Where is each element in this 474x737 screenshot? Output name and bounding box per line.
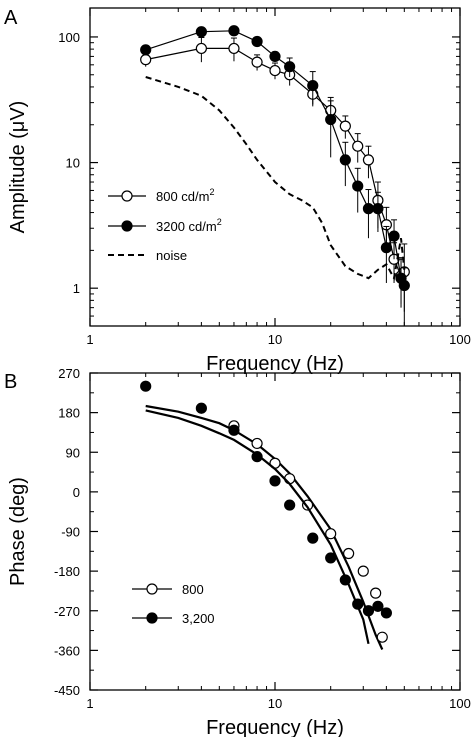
- y-tick-label: 100: [58, 30, 80, 45]
- data-point: [269, 64, 281, 77]
- legend-label-main: 3200 cd/m: [156, 219, 217, 234]
- x-tick-label: 1: [86, 696, 93, 711]
- y-tick-label: -270: [54, 604, 80, 619]
- data-point: [251, 56, 263, 68]
- y-axis-label: Amplitude (μV): [7, 101, 29, 234]
- data-point: [251, 451, 263, 463]
- legend-label: 3,200: [182, 611, 215, 626]
- x-axis: 1 10 100: [86, 8, 471, 347]
- data-point: [228, 42, 240, 55]
- legend-label: 3200 cd/m2: [156, 217, 222, 234]
- data-point: [352, 140, 364, 152]
- x-tick-label: 100: [449, 696, 471, 711]
- data-point: [195, 26, 207, 38]
- y-tick-label: -360: [54, 643, 80, 658]
- legend-label-superscript: 2: [209, 187, 214, 197]
- data-point: [140, 44, 152, 56]
- y-axis: 270 180 90 0 -90 -180 -270 -360 -450: [54, 366, 460, 698]
- data-point: [307, 79, 319, 92]
- legend-label: noise: [156, 248, 187, 263]
- data-point: [269, 475, 281, 487]
- data-point: [339, 574, 351, 586]
- data-point: [284, 61, 296, 73]
- plot-frame: [89, 372, 461, 691]
- x-tick-label: 100: [449, 332, 471, 347]
- data-point: [325, 552, 337, 564]
- y-tick-label: -90: [61, 525, 80, 540]
- data-point: [388, 230, 400, 242]
- y-tick-label: -180: [54, 564, 80, 579]
- panel-letter: B: [4, 371, 17, 393]
- y-tick-label: 180: [58, 406, 80, 421]
- data-point: [140, 380, 152, 392]
- data-point: [357, 565, 369, 577]
- legend-label-superscript: 2: [217, 217, 222, 227]
- data-point: [228, 25, 240, 37]
- series-line: [145, 30, 405, 286]
- y-axis: 1 10 100: [58, 30, 460, 317]
- series-line: [145, 76, 406, 282]
- legend-label-main: 800 cd/m: [156, 189, 209, 204]
- data-point: [376, 631, 388, 643]
- y-tick-label: 0: [73, 485, 80, 500]
- data-point: [372, 600, 384, 612]
- series-3-200: [140, 380, 392, 645]
- legend: 800 3,200: [132, 582, 215, 626]
- legend-label: 800 cd/m2: [156, 187, 215, 204]
- x-axis: 1 10 100: [86, 373, 471, 711]
- y-tick-label: 90: [66, 445, 80, 460]
- data-point: [380, 242, 392, 254]
- data-point: [362, 154, 375, 166]
- data-point: [370, 587, 382, 599]
- legend-marker: [146, 612, 158, 624]
- data-point: [325, 113, 337, 126]
- y-tick-label: 10: [66, 156, 80, 171]
- legend-marker: [121, 190, 133, 202]
- data-point: [352, 598, 364, 610]
- legend-marker: [121, 220, 133, 232]
- data-point: [195, 42, 207, 55]
- panel-a: A 1 10 100 1 10 100 Frequency (Hz) Amplitude (μV…: [4, 7, 471, 375]
- data-point: [398, 279, 410, 292]
- data-point: [362, 605, 375, 617]
- data-point: [339, 154, 351, 166]
- x-tick-label: 10: [268, 696, 282, 711]
- series-noise: [145, 76, 406, 282]
- legend-label: 800: [182, 582, 204, 597]
- data-point: [284, 473, 296, 485]
- data-point: [251, 437, 263, 450]
- data-point: [251, 35, 263, 48]
- series-3200-cd-m-: [140, 25, 410, 312]
- x-axis-label: Frequency (Hz): [206, 717, 344, 737]
- data-point: [343, 547, 355, 560]
- data-point: [339, 120, 351, 132]
- fit-curve: [145, 404, 384, 650]
- legend-label-main: noise: [156, 248, 187, 263]
- data-point: [307, 532, 319, 544]
- data-point: [380, 607, 392, 619]
- y-tick-label: -450: [54, 683, 80, 698]
- data-point: [325, 528, 337, 540]
- x-axis-label: Frequency (Hz): [206, 353, 344, 375]
- data-point: [352, 180, 364, 192]
- y-axis-label: Phase (deg): [7, 477, 29, 586]
- panel-letter: A: [4, 7, 18, 29]
- legend-marker: [146, 583, 158, 595]
- data-point: [269, 50, 281, 63]
- data-point: [195, 402, 207, 414]
- y-tick-label: 270: [58, 366, 80, 381]
- data-point: [362, 203, 375, 215]
- panel-b: B 1 10 100 270 180 90 0 -90 -180 -270 -360 -450 Frequ…: [4, 366, 471, 737]
- data-point: [140, 54, 152, 66]
- y-tick-label: 1: [73, 281, 80, 296]
- data-point: [284, 499, 296, 511]
- data-point: [372, 203, 384, 215]
- x-tick-label: 10: [268, 332, 282, 347]
- x-tick-label: 1: [86, 332, 93, 347]
- data-point: [228, 424, 240, 436]
